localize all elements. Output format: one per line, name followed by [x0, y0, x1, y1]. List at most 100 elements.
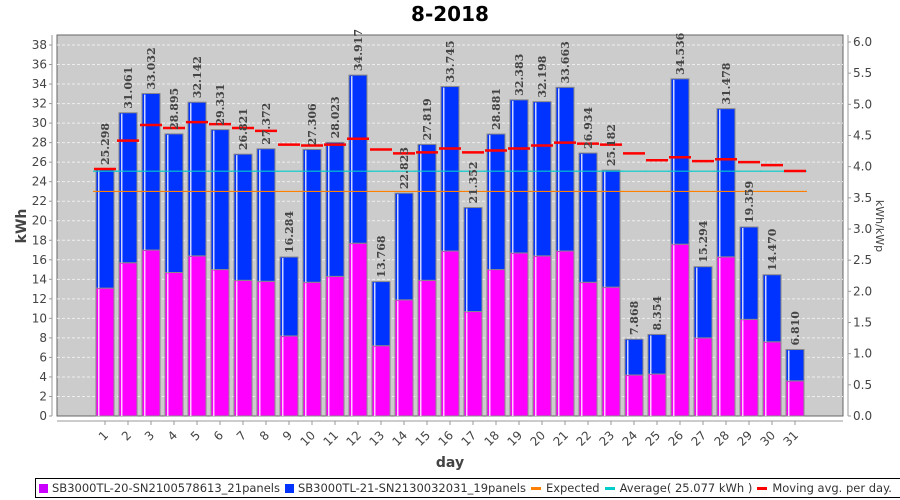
bar-highlight	[259, 282, 261, 416]
bar-highlight	[558, 252, 560, 416]
value-labels: 25.298 31.061 33.032 28.895 32.142 29.331 26.8…	[99, 29, 802, 346]
bar-highlight	[282, 258, 284, 336]
bar-total-label: 33.032	[145, 47, 158, 89]
x-tick-label: 10	[297, 428, 318, 449]
bar-highlight	[236, 155, 238, 281]
bar-highlight	[765, 275, 767, 342]
y-tick-label: 38	[32, 38, 47, 52]
y-tick-label: 6	[39, 350, 47, 364]
chart-title: 8-2018	[411, 2, 489, 26]
bar-highlight	[443, 87, 445, 252]
bar-segment-inverter-21	[762, 274, 782, 343]
bar-highlight	[397, 300, 399, 416]
bar-highlight	[535, 102, 537, 256]
bar-highlight	[259, 149, 261, 282]
bar-segment-inverter-21	[486, 133, 506, 271]
y-tick-label: 8	[39, 331, 47, 345]
bar-total-label: 32.383	[513, 54, 526, 96]
bar-total-label: 34.917	[352, 29, 365, 71]
bar-highlight	[397, 194, 399, 300]
bar-highlight	[650, 375, 652, 416]
bar-highlight	[213, 270, 215, 416]
bar-highlight	[213, 130, 215, 270]
legend: SB3000TL-20-SN2100578613_21panels SB3000T…	[35, 478, 900, 498]
bar-highlight	[765, 342, 767, 416]
bar-total-label: 31.478	[720, 62, 733, 104]
x-tick-label: 18	[481, 428, 502, 449]
legend-item: Expected	[530, 481, 600, 495]
y-tick-label: 2	[39, 389, 47, 403]
bar-highlight	[190, 256, 192, 416]
x-tick-label: 22	[573, 428, 594, 449]
y-tick-label: 30	[32, 116, 47, 130]
reference-lines	[93, 120, 807, 193]
bar-segment-inverter-21	[348, 74, 368, 244]
bar-highlight	[673, 245, 675, 416]
x-tick-label: 7	[234, 428, 249, 443]
x-tick-label: 11	[320, 428, 341, 449]
bar-highlight	[512, 253, 514, 416]
y-axis-right: 0.0 0.5 1.0 1.5 2.0 2.5 3.0 3.5 4.0 4.5 5.0 5.5 6.0	[847, 35, 872, 423]
x-tick-label: 19	[504, 428, 525, 449]
bar-total-label: 26.934	[582, 107, 595, 149]
y-right-tick-label: 2.5	[853, 253, 872, 267]
legend-swatch-line	[604, 486, 615, 490]
bar-segment-inverter-21	[302, 148, 322, 283]
bar-highlight	[466, 208, 468, 312]
legend-swatch-line	[530, 486, 541, 490]
x-tick-label: 1	[96, 428, 111, 443]
legend-swatch-line	[757, 486, 768, 490]
bar-total-label: 13.768	[375, 235, 388, 277]
bar-total-label: 28.881	[490, 88, 503, 130]
bar-highlight	[581, 154, 583, 283]
x-tick-label: 28	[711, 428, 732, 449]
bar-highlight	[558, 88, 560, 252]
bar-highlight	[742, 227, 744, 320]
bar-segment-inverter-21	[670, 78, 690, 245]
bar-highlight	[282, 336, 284, 416]
y-tick-label: 22	[32, 194, 47, 208]
legend-item: Average( 25.077 kWh )	[604, 481, 752, 495]
bar-highlight	[466, 312, 468, 416]
bar-highlight	[305, 283, 307, 416]
bar-total-label: 15.294	[697, 220, 710, 262]
x-tick-label: 24	[619, 428, 640, 449]
y-right-tick-label: 3.5	[853, 191, 872, 205]
bars	[95, 74, 805, 417]
bar-highlight	[627, 340, 629, 375]
bar-highlight	[236, 281, 238, 416]
y-right-tick-label: 2.0	[853, 284, 872, 298]
bar-highlight	[742, 320, 744, 416]
bar-highlight	[374, 346, 376, 416]
bar-segment-inverter-21	[256, 148, 276, 282]
bar-segment-inverter-21	[164, 133, 184, 273]
bar-segment-inverter-21	[233, 153, 253, 281]
bar-total-label: 28.895	[168, 88, 181, 130]
bar-highlight	[351, 244, 353, 416]
x-axis: 1 2 3 4 5 6 7 8 9 10 11 12 13 14 15 16 17 18 19 20 21 22 23 24 2…	[57, 420, 843, 449]
y-tick-label: 26	[32, 155, 47, 169]
x-axis-title: day	[436, 455, 464, 471]
legend-swatch-box	[39, 483, 48, 493]
y-tick-label: 20	[32, 214, 47, 228]
bar-total-label: 33.745	[444, 40, 457, 82]
bar-highlight	[98, 170, 100, 289]
x-tick-label: 2	[119, 428, 134, 443]
bar-segment-inverter-21	[210, 129, 230, 271]
bar-highlight	[719, 109, 721, 257]
bar-total-label: 32.142	[191, 56, 204, 98]
bar-highlight	[305, 150, 307, 283]
bar-highlight	[604, 171, 606, 288]
bar-highlight	[696, 267, 698, 338]
bar-total-label: 25.298	[99, 123, 112, 165]
bar-highlight	[167, 134, 169, 273]
bar-highlight	[374, 282, 376, 346]
y-tick-label: 32	[32, 97, 47, 111]
y-right-tick-label: 5.5	[853, 66, 872, 80]
x-tick-label: 31	[780, 428, 801, 449]
y-right-tick-label: 1.5	[853, 316, 872, 330]
y-axis-title-right: kWh/kWp	[873, 200, 886, 252]
y-tick-label: 28	[32, 136, 47, 150]
bar-highlight	[604, 288, 606, 416]
